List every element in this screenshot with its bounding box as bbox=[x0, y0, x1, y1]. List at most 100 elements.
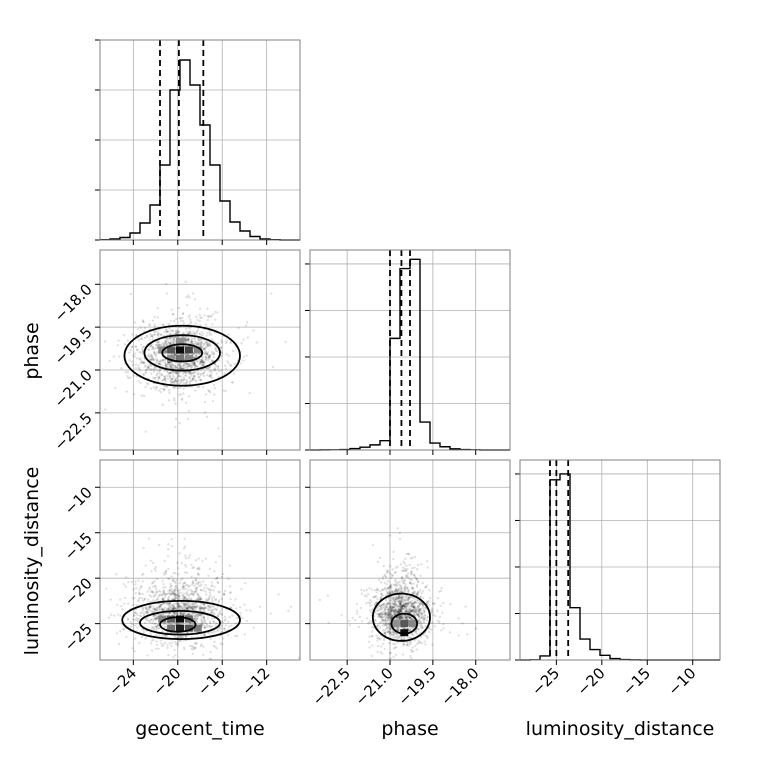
sample-point bbox=[188, 605, 191, 609]
sample-point bbox=[141, 347, 144, 350]
sample-point bbox=[368, 667, 370, 669]
sample-point bbox=[204, 626, 207, 629]
sample-point bbox=[192, 361, 196, 364]
sample-point bbox=[392, 590, 395, 593]
sample-point bbox=[173, 381, 176, 384]
sample-point bbox=[255, 341, 258, 344]
sample-point bbox=[422, 617, 426, 620]
sample-point bbox=[393, 600, 396, 603]
sample-point bbox=[405, 643, 408, 647]
sample-point bbox=[164, 364, 168, 368]
sample-point bbox=[233, 362, 237, 366]
sample-point bbox=[196, 385, 199, 389]
sample-point bbox=[136, 348, 139, 352]
sample-point bbox=[157, 371, 160, 374]
sample-point bbox=[202, 602, 206, 606]
sample-point bbox=[176, 604, 179, 608]
sample-point bbox=[184, 602, 187, 605]
sample-point bbox=[416, 607, 419, 610]
x-tick-label: −20 bbox=[149, 664, 184, 699]
sample-point bbox=[197, 568, 200, 571]
sample-point bbox=[388, 607, 391, 611]
sample-point bbox=[412, 592, 416, 596]
sample-point bbox=[424, 625, 427, 628]
sample-point bbox=[399, 607, 402, 611]
sample-point bbox=[198, 605, 201, 608]
sample-point bbox=[196, 596, 200, 599]
sample-point bbox=[203, 352, 206, 355]
sample-point bbox=[388, 603, 391, 606]
sample-point bbox=[144, 621, 147, 625]
sample-point bbox=[423, 617, 427, 620]
sample-point bbox=[187, 294, 190, 297]
sample-point bbox=[174, 606, 177, 610]
sample-point bbox=[176, 608, 179, 611]
sample-point bbox=[220, 607, 223, 610]
sample-point bbox=[400, 577, 404, 581]
sample-point bbox=[379, 645, 383, 648]
sample-point bbox=[171, 579, 175, 583]
sample-point bbox=[373, 588, 377, 592]
sample-point bbox=[192, 606, 195, 610]
sample-point bbox=[399, 602, 402, 605]
sample-point bbox=[208, 370, 211, 373]
sample-point bbox=[227, 620, 230, 624]
sample-point bbox=[182, 613, 185, 616]
sample-point bbox=[389, 565, 392, 568]
sample-point bbox=[398, 617, 402, 621]
sample-point bbox=[148, 365, 151, 368]
sample-point bbox=[393, 589, 397, 593]
sample-point bbox=[396, 615, 400, 619]
sample-point bbox=[46, 624, 48, 626]
sample-point bbox=[410, 650, 414, 653]
sample-point bbox=[398, 594, 401, 598]
sample-point bbox=[207, 343, 210, 346]
sample-point bbox=[432, 613, 435, 617]
sample-point bbox=[148, 620, 152, 624]
sample-point bbox=[172, 365, 175, 368]
sample-point bbox=[413, 609, 416, 612]
sample-point bbox=[167, 389, 171, 392]
sample-point bbox=[373, 618, 376, 622]
sample-point bbox=[187, 603, 190, 607]
sample-point bbox=[154, 622, 157, 625]
sample-point bbox=[199, 607, 202, 610]
sample-point bbox=[410, 599, 414, 602]
sample-point bbox=[407, 672, 409, 674]
sample-point bbox=[143, 365, 147, 368]
sample-point bbox=[252, 626, 255, 629]
sample-point bbox=[178, 362, 182, 365]
sample-point bbox=[168, 611, 172, 615]
sample-point bbox=[192, 360, 195, 363]
sample-point bbox=[420, 612, 423, 615]
sample-point bbox=[188, 318, 192, 321]
sample-point bbox=[387, 621, 391, 625]
sample-point bbox=[423, 614, 426, 618]
sample-point bbox=[193, 590, 196, 594]
sample-point bbox=[188, 296, 191, 299]
sample-point bbox=[394, 603, 397, 607]
sample-point bbox=[215, 608, 218, 612]
sample-point bbox=[124, 370, 127, 374]
sample-point bbox=[181, 586, 184, 589]
sample-point bbox=[163, 358, 167, 361]
sample-point bbox=[384, 611, 388, 615]
sample-point bbox=[206, 318, 210, 322]
sample-point bbox=[205, 352, 209, 355]
sample-point bbox=[174, 653, 177, 657]
sample-point bbox=[171, 604, 175, 607]
sample-point bbox=[169, 582, 172, 586]
sample-point bbox=[164, 362, 168, 366]
sample-point bbox=[179, 367, 183, 371]
sample-point bbox=[408, 636, 411, 640]
sample-point bbox=[176, 374, 180, 378]
sample-point bbox=[212, 351, 215, 354]
sample-point bbox=[402, 626, 406, 630]
sample-point bbox=[147, 537, 151, 540]
sample-point bbox=[188, 370, 192, 374]
sample-point bbox=[187, 605, 191, 609]
sample-point bbox=[383, 631, 386, 634]
sample-point bbox=[199, 581, 202, 584]
sample-point bbox=[149, 559, 153, 562]
sample-point bbox=[153, 584, 157, 588]
